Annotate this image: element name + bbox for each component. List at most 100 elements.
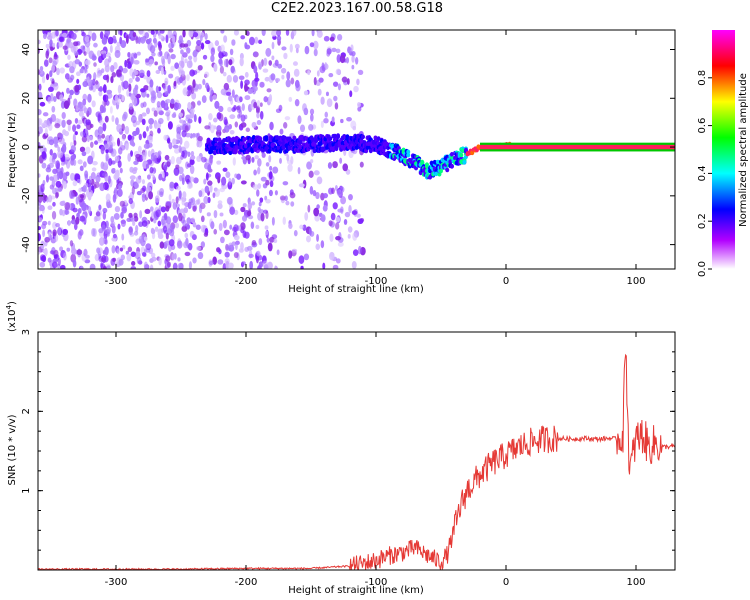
heatmap-cell (197, 64, 203, 71)
heatmap-cell (149, 264, 154, 269)
heatmap-cell (79, 165, 84, 172)
heatmap-cell (268, 171, 273, 180)
heatmap-cell (130, 266, 137, 269)
heatmap-cell (93, 62, 97, 67)
heatmap-cell (234, 121, 239, 128)
heatmap-cell (186, 224, 191, 230)
heatmap-cell (70, 219, 77, 225)
heatmap-cell (256, 250, 261, 257)
heatmap-cell (148, 118, 155, 125)
heatmap-cell (47, 257, 52, 263)
heatmap-cell (270, 73, 276, 81)
heatmap-cell (222, 167, 228, 172)
heatmap-cell (157, 150, 162, 156)
heatmap-cell (170, 65, 175, 72)
heatmap-cell (77, 159, 83, 165)
heatmap-cell (162, 84, 166, 90)
heatmap-cell (78, 187, 83, 193)
heatmap-cell (145, 163, 150, 169)
heatmap-cell (60, 166, 64, 175)
heatmap-cell (259, 81, 265, 88)
heatmap-cell (67, 54, 71, 60)
heatmap-cell (269, 121, 274, 131)
heatmap-cell (137, 145, 142, 153)
heatmap-cell (84, 35, 90, 43)
heatmap-cell (52, 229, 57, 237)
heatmap-cell (115, 169, 120, 179)
heatmap-cell (71, 32, 77, 40)
heatmap-cell (196, 39, 202, 46)
heatmap-cell (240, 114, 246, 122)
heatmap-cell (52, 174, 58, 183)
colorbar-gradient (712, 30, 735, 269)
heatmap-cell (204, 39, 211, 45)
heatmap-cell (240, 122, 247, 128)
heatmap-cell (357, 69, 364, 75)
heatmap-cell (233, 224, 239, 233)
heatmap-cell (219, 65, 224, 74)
heatmap-cell (286, 159, 293, 165)
heatmap-cell (181, 130, 187, 138)
heatmap-cell (317, 88, 322, 96)
heatmap-cell (38, 83, 42, 91)
heatmap-cell (49, 234, 53, 241)
heatmap-cell (316, 70, 320, 77)
heatmap-cell (278, 104, 283, 112)
heatmap-cell (80, 192, 86, 201)
heatmap-cell (135, 120, 140, 126)
heatmap-cell (120, 211, 124, 219)
heatmap-cell (231, 241, 236, 246)
heatmap-cell (75, 216, 80, 225)
heatmap-cell (72, 159, 77, 166)
heatmap-cell (150, 94, 157, 101)
heatmap-cell (112, 168, 116, 173)
heatmap-cell (172, 262, 178, 269)
heatmap-cell (185, 161, 190, 169)
heatmap-cell (81, 202, 87, 212)
heatmap-cell (155, 209, 161, 218)
heatmap-cell (218, 105, 224, 113)
heatmap-cell (261, 30, 266, 37)
heatmap-cell (253, 101, 258, 109)
heatmap-cell (287, 163, 293, 172)
heatmap-cell (225, 171, 231, 178)
heatmap-cell (227, 106, 233, 113)
heatmap-cell (187, 118, 193, 124)
heatmap-cell (191, 92, 197, 100)
heatmap-cell (121, 67, 128, 74)
heatmap-cell (271, 216, 275, 226)
heatmap-cell (328, 72, 334, 78)
heatmap-cell (172, 111, 177, 118)
heatmap-cell (297, 115, 302, 124)
heatmap-cell (165, 255, 171, 262)
heatmap-cell (127, 134, 132, 141)
heatmap-cell (309, 108, 315, 115)
heatmap-cell (63, 252, 67, 261)
heatmap-cell (306, 235, 311, 243)
heatmap-cell (85, 254, 90, 259)
heatmap-cell (113, 213, 120, 220)
heatmap-cell (116, 137, 121, 147)
heatmap-cell (105, 149, 109, 154)
heatmap-cell (291, 248, 298, 253)
heatmap-cell (244, 95, 251, 101)
heatmap-cell (61, 209, 66, 217)
heatmap-cell (240, 222, 246, 231)
heatmap-cell (135, 76, 140, 82)
heatmap-cell (310, 113, 314, 122)
heatmap-cell (111, 115, 115, 123)
heatmap-cell (160, 100, 166, 109)
heatmap-cell (175, 164, 180, 170)
heatmap-cell (260, 176, 267, 182)
heatmap-cell (82, 98, 87, 106)
heatmap-cell (149, 206, 154, 212)
heatmap-cell (214, 188, 220, 197)
heatmap-cell (132, 87, 138, 96)
heatmap-cell (328, 187, 334, 195)
heatmap-cell (279, 128, 284, 135)
heatmap-cell (332, 161, 338, 169)
x-tick-label: -100 (365, 276, 388, 287)
heatmap-cell (322, 205, 328, 212)
heatmap-cell (154, 195, 160, 203)
heatmap-cell (96, 210, 100, 217)
